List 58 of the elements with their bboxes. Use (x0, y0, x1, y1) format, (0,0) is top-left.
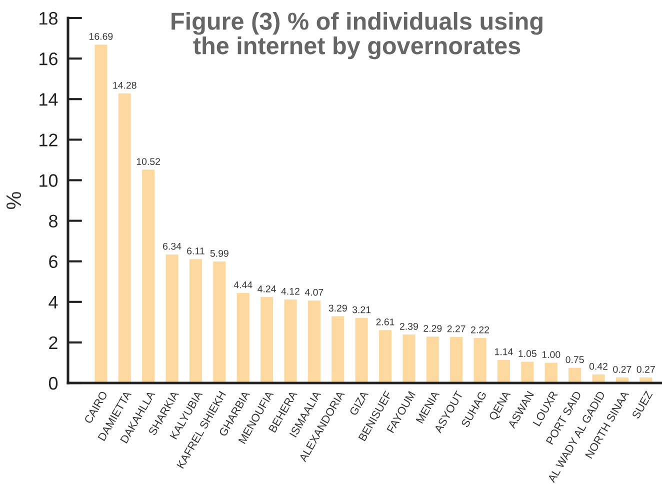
bar (166, 254, 178, 383)
bar (474, 338, 486, 383)
data-label: 3.21 (352, 306, 371, 314)
data-label: 2.61 (376, 318, 394, 326)
data-label: 0.27 (636, 366, 655, 373)
data-label: 14.28 (113, 82, 136, 89)
bar (450, 336, 463, 383)
data-label: 0.27 (613, 366, 632, 373)
bar (118, 93, 131, 383)
y-tick-label: 14 (40, 93, 58, 106)
data-label: 2.29 (424, 324, 442, 332)
bar (544, 362, 558, 383)
data-label: 6.34 (163, 242, 182, 250)
data-label: 2.39 (400, 322, 418, 330)
chart-title: Figure (3) % of individuals using the internet by governorates (172, 12, 542, 60)
bar (332, 316, 344, 383)
data-label: 1.00 (542, 351, 560, 358)
bar (94, 44, 108, 383)
bar (213, 262, 226, 383)
y-tick-label: 2 (49, 336, 58, 349)
data-label: 1.05 (518, 350, 536, 358)
bar (236, 292, 250, 383)
y-tick-label: 12 (40, 134, 58, 146)
bar (592, 374, 605, 383)
data-label: 6.11 (187, 248, 204, 254)
data-label: 3.29 (328, 304, 347, 312)
y-tick-label: 10 (40, 174, 58, 187)
data-label: 4.44 (234, 281, 252, 288)
data-label: 4.12 (281, 288, 300, 295)
bar (402, 334, 416, 383)
bar (378, 330, 392, 383)
bar (142, 170, 155, 383)
data-label: 10.52 (136, 158, 160, 165)
bar (568, 368, 582, 383)
bar (308, 300, 320, 383)
bar (426, 336, 439, 383)
data-label: 4.24 (258, 285, 276, 292)
y-tick-label: 8 (49, 214, 58, 228)
y-axis-title: % (6, 192, 22, 210)
bar (284, 299, 297, 383)
data-label: 2.22 (471, 326, 490, 334)
bar (497, 360, 510, 383)
y-tick-label: 4 (48, 296, 58, 308)
y-tick-label: 18 (40, 12, 58, 25)
data-label: 4.07 (304, 288, 324, 296)
data-label: 2.27 (447, 325, 466, 332)
data-label: 5.99 (210, 250, 228, 257)
bar (521, 362, 534, 383)
data-label: 0.75 (566, 356, 584, 364)
bar (355, 318, 368, 383)
data-label: 0.42 (589, 362, 608, 370)
bar (260, 297, 274, 383)
bar (189, 259, 202, 383)
y-tick-label: 0 (48, 376, 58, 390)
data-label: 16.69 (90, 32, 113, 40)
data-label: 1.14 (495, 348, 513, 356)
y-tick-label: 16 (40, 52, 58, 66)
y-tick-label: 6 (49, 255, 58, 268)
